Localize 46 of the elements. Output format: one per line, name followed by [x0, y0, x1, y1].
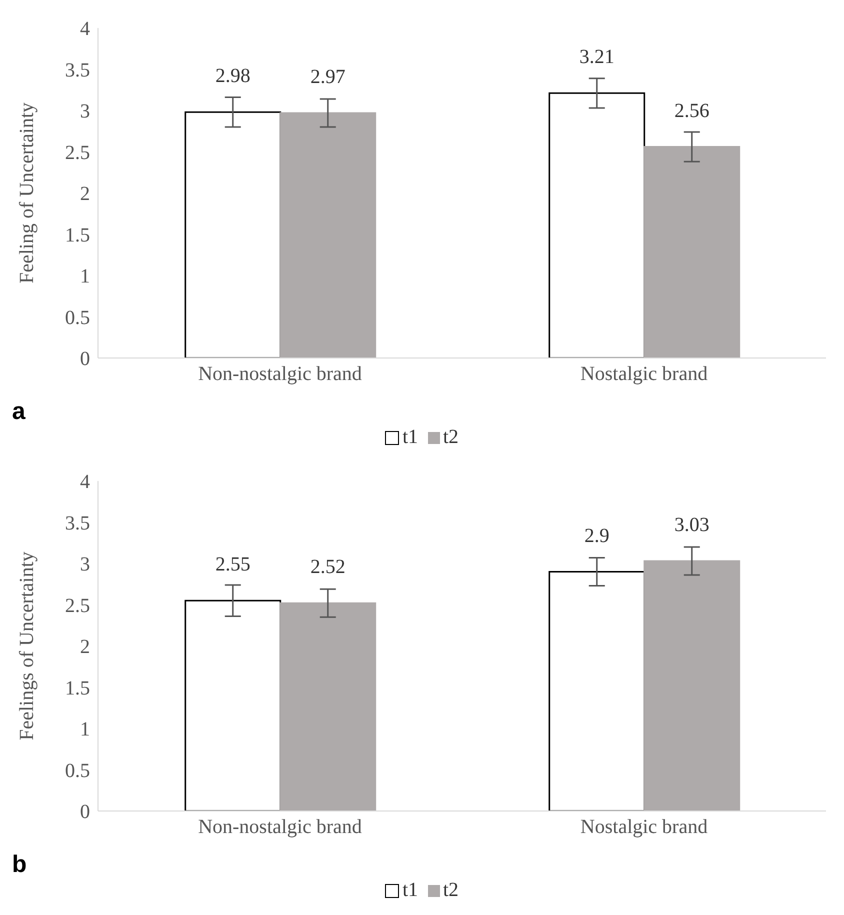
y-tick-label: 1 — [80, 718, 90, 741]
text: a — [12, 398, 26, 426]
bar — [644, 560, 740, 811]
x-tick-label: Nostalgic brand — [580, 363, 708, 386]
y-axis-title: Feeling of Uncertainty — [16, 102, 38, 284]
y-tick-label: 3.5 — [65, 512, 90, 534]
data-label: 2.52 — [310, 556, 346, 578]
legend-label: t1 — [401, 426, 418, 449]
y-tick-label: 1.5 — [65, 677, 90, 700]
legend-label: t2 — [442, 426, 459, 449]
y-tick-label: 3 — [80, 554, 90, 576]
y-tick-label: 0.5 — [65, 760, 90, 782]
y-axis-title: Feelings of Uncertainty — [16, 552, 38, 740]
x-tick-label: Non-nostalgic brand — [198, 816, 362, 838]
data-label: 2.9 — [584, 524, 610, 547]
legend-label: t1 — [401, 879, 418, 902]
y-tick-label: 1.5 — [65, 224, 90, 246]
bar — [184, 111, 282, 358]
data-label: 2.98 — [215, 65, 250, 88]
y-tick-label: 3.5 — [65, 59, 90, 82]
bar — [644, 146, 740, 358]
bar — [184, 600, 282, 811]
bar — [548, 92, 646, 358]
y-tick-label: 0 — [80, 348, 90, 370]
y-tick-label: 2.5 — [65, 142, 90, 164]
y-tick-label: 0.5 — [65, 306, 90, 329]
y-tick-label: 1 — [80, 266, 90, 288]
y-tick-label: 2 — [80, 636, 90, 658]
data-label: 3.21 — [579, 46, 614, 68]
text: b — [12, 851, 28, 879]
x-tick-label: Nostalgic brand — [580, 816, 708, 838]
data-label: 2.97 — [310, 66, 346, 88]
y-tick-label: 4 — [80, 18, 90, 40]
bar — [280, 602, 376, 811]
legend-label: t2 — [442, 879, 459, 902]
data-label: 2.56 — [674, 100, 710, 122]
data-label: 3.03 — [674, 514, 710, 536]
data-label: 2.55 — [215, 554, 250, 576]
bar — [548, 571, 646, 811]
y-tick-label: 4 — [80, 471, 90, 494]
bar — [280, 112, 376, 358]
x-tick-label: Non-nostalgic brand — [198, 363, 362, 386]
y-tick-label: 0 — [80, 801, 90, 824]
y-tick-label: 3 — [80, 100, 90, 123]
y-tick-label: 2 — [80, 183, 90, 206]
y-tick-label: 2.5 — [65, 594, 90, 617]
